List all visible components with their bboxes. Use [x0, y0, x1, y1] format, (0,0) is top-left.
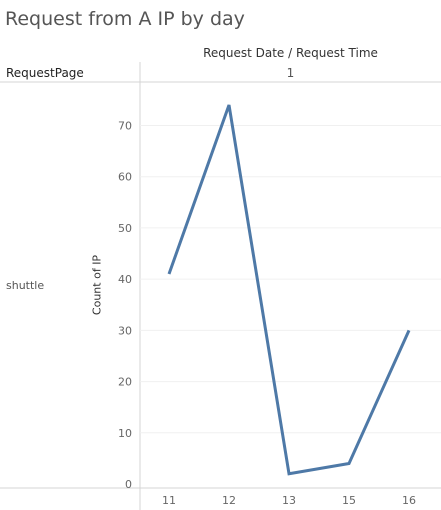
- x-tick-label: 13: [282, 494, 296, 507]
- y-tick-label: 10: [118, 427, 132, 440]
- data-point[interactable]: [285, 470, 293, 478]
- data-point[interactable]: [225, 101, 233, 109]
- data-point[interactable]: [405, 326, 413, 334]
- x-tick-label: 15: [342, 494, 356, 507]
- x-tick-label: 16: [402, 494, 416, 507]
- y-tick-label: 30: [118, 324, 132, 337]
- y-tick-label: 70: [118, 119, 132, 132]
- chart-title: Request from A IP by day: [5, 8, 245, 30]
- x-tick-label: 12: [222, 494, 236, 507]
- x-tick-label: 11: [162, 494, 176, 507]
- row-field-header[interactable]: RequestPage: [6, 66, 84, 80]
- y-tick-label: 0: [125, 478, 132, 491]
- data-point[interactable]: [165, 270, 173, 278]
- data-point[interactable]: [345, 460, 353, 468]
- y-tick-label: 60: [118, 171, 132, 184]
- column-header-value: 1: [286, 66, 295, 80]
- y-tick-label: 20: [118, 376, 132, 389]
- y-tick-label: 40: [118, 273, 132, 286]
- row-label-shuttle: shuttle: [6, 279, 45, 292]
- series-line[interactable]: [167, 104, 411, 476]
- column-field-header[interactable]: Request Date / Request Time: [203, 46, 378, 60]
- y-tick-label: 50: [118, 222, 132, 235]
